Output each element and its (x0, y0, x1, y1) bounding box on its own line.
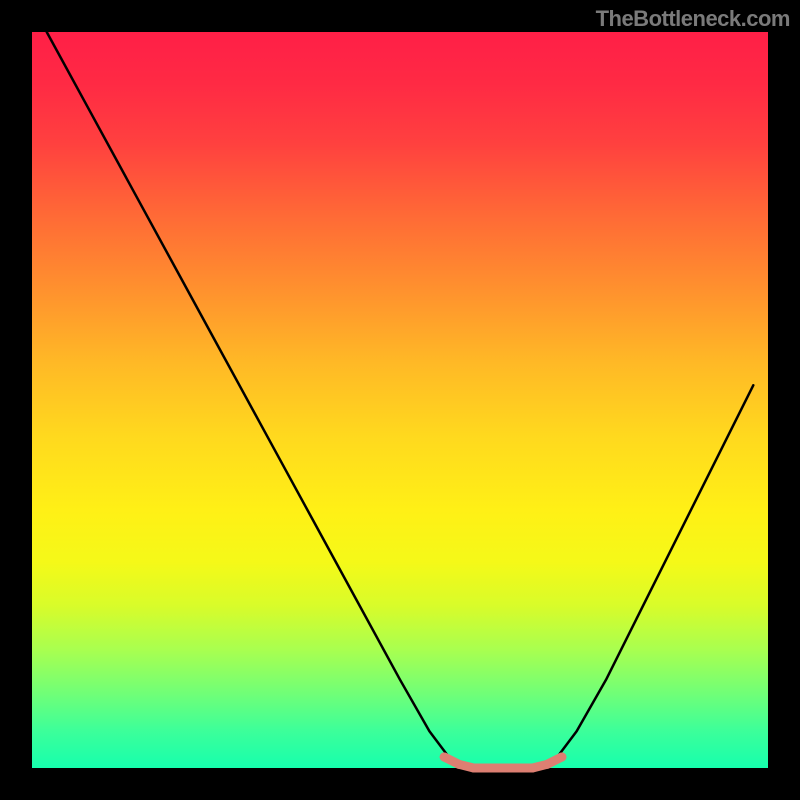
watermark-text: TheBottleneck.com (596, 6, 790, 32)
chart-plot-area (32, 32, 768, 768)
chart-svg (0, 0, 800, 800)
bottleneck-chart: TheBottleneck.com (0, 0, 800, 800)
